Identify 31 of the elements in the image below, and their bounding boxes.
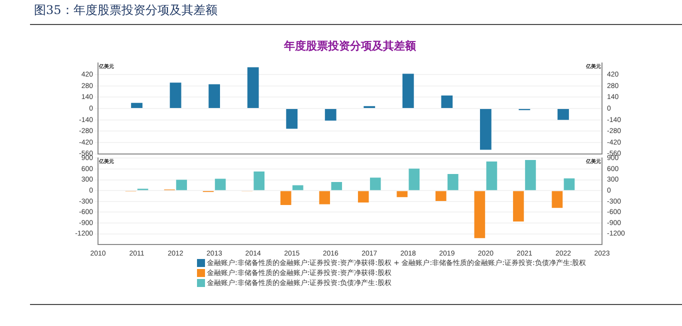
bar <box>552 191 563 208</box>
bar <box>480 109 492 150</box>
chart-title: 年度股票投资分项及其差额 <box>283 40 417 53</box>
bar <box>208 84 220 108</box>
bar <box>176 180 187 190</box>
bar <box>280 191 292 205</box>
bar <box>331 182 342 190</box>
bar <box>254 172 264 190</box>
caption: 图35：年度股票投资分项及其差额 <box>34 3 218 18</box>
bar <box>558 109 569 120</box>
bar <box>370 178 381 190</box>
bar <box>286 109 298 129</box>
bar <box>408 168 420 190</box>
bar <box>214 178 226 190</box>
bar <box>247 67 259 108</box>
bar <box>513 191 524 222</box>
bar <box>402 74 414 108</box>
bar <box>486 161 498 190</box>
bar <box>441 96 453 108</box>
bar <box>324 109 336 121</box>
bar <box>564 178 575 190</box>
bar <box>358 191 369 202</box>
bar <box>170 82 182 108</box>
bar <box>131 102 142 108</box>
bar <box>292 185 304 190</box>
bar <box>396 191 408 198</box>
bar <box>319 191 330 204</box>
bar <box>474 191 486 238</box>
bar <box>525 160 536 190</box>
bar <box>436 191 446 202</box>
bar <box>448 174 458 190</box>
